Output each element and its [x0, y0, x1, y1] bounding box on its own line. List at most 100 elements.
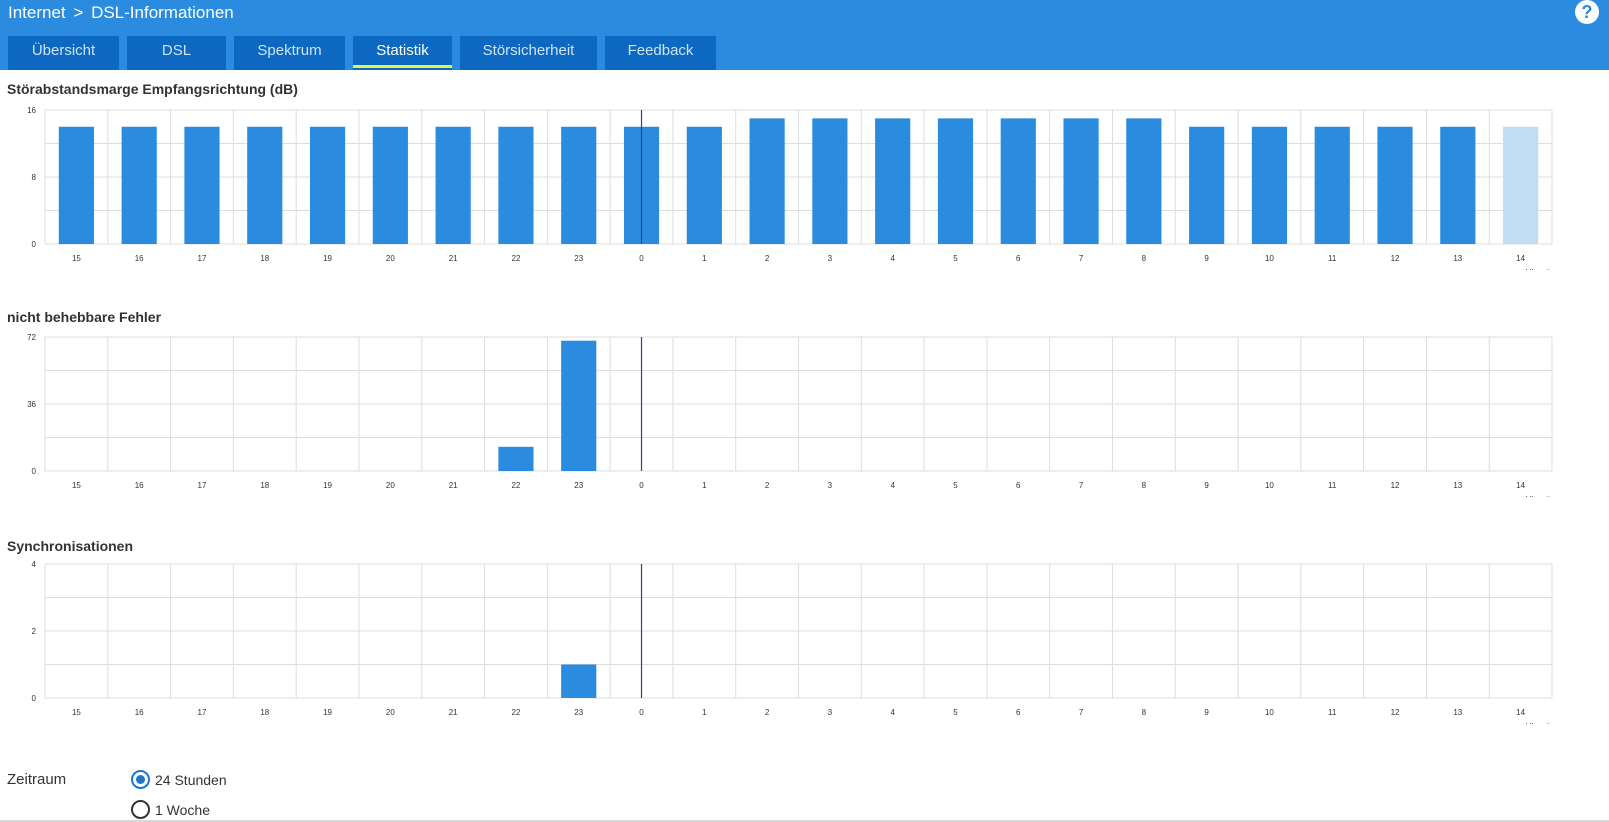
bar-23 [561, 340, 597, 471]
bar-22 [498, 446, 534, 471]
bar-17 [184, 126, 220, 244]
bar-1 [686, 126, 722, 244]
x-tick-label: 5 [953, 708, 958, 717]
x-tick-label: 4 [890, 481, 895, 490]
x-tick-label: 17 [198, 254, 207, 263]
x-tick-label: 15 [72, 481, 81, 490]
y-tick-label: 72 [27, 333, 36, 342]
y-tick-label: 0 [32, 240, 37, 249]
y-tick-label: 8 [32, 173, 37, 182]
x-tick-label: 8 [1142, 481, 1147, 490]
x-tick-label: 23 [574, 708, 583, 717]
x-tick-label: 20 [386, 481, 395, 490]
breadcrumb: Internet > DSL-Informationen [8, 3, 234, 23]
x-tick-label: 21 [449, 708, 458, 717]
radio-1-woche[interactable]: 1 Woche [131, 800, 210, 819]
x-axis-label: Uhrzeit [1526, 495, 1552, 497]
bar-22 [498, 126, 534, 244]
x-tick-label: 12 [1391, 481, 1400, 490]
x-tick-label: 20 [386, 708, 395, 717]
x-tick-label: 22 [511, 481, 520, 490]
bar-23 [561, 126, 597, 244]
x-tick-label: 16 [135, 254, 144, 263]
radio-circle-icon[interactable] [131, 770, 150, 789]
x-tick-label: 11 [1328, 254, 1337, 263]
x-tick-label: 13 [1453, 708, 1462, 717]
x-tick-label: 12 [1391, 708, 1400, 717]
x-tick-label: 12 [1391, 254, 1400, 263]
x-tick-label: 2 [765, 254, 770, 263]
breadcrumb-separator-icon: > [73, 3, 84, 22]
x-tick-label: 6 [1016, 708, 1021, 717]
x-tick-label: 13 [1453, 481, 1462, 490]
x-tick-label: 11 [1328, 481, 1337, 490]
tab-spektrum[interactable]: Spektrum [234, 36, 345, 70]
bar-8 [1126, 118, 1162, 244]
x-tick-label: 21 [449, 254, 458, 263]
x-tick-label: 0 [639, 481, 644, 490]
tab-dsl[interactable]: DSL [127, 36, 226, 70]
bar-7 [1063, 118, 1099, 244]
x-tick-label: 1 [702, 254, 707, 263]
x-tick-label: 17 [198, 481, 207, 490]
x-tick-label: 22 [511, 708, 520, 717]
bar-10 [1251, 126, 1288, 244]
chart-title-sync: Synchronisationen [7, 538, 134, 554]
bar-20 [372, 126, 408, 244]
radio-label[interactable]: 24 Stunden [155, 771, 227, 788]
x-tick-label: 11 [1328, 708, 1337, 717]
x-tick-label: 9 [1204, 481, 1209, 490]
radio-label[interactable]: 1 Woche [155, 801, 210, 818]
x-tick-label: 9 [1204, 708, 1209, 717]
x-tick-label: 2 [765, 481, 770, 490]
tab-uebersicht[interactable]: Übersicht [8, 36, 119, 70]
tab-stoersicherheit[interactable]: Störsicherheit [460, 36, 597, 70]
help-icon[interactable]: ? [1575, 0, 1599, 24]
x-tick-label: 14 [1516, 254, 1525, 263]
bar-11 [1314, 126, 1350, 244]
x-tick-label: 7 [1079, 481, 1084, 490]
x-tick-label: 6 [1016, 254, 1021, 263]
divider [0, 820, 1609, 822]
chart-errors: 0 36 72 15 16 17 18 19 20 21 22 23 0 1 2 3 4 5 6 7 8 9 10 11 12 1… [0, 331, 1609, 497]
x-tick-label: 10 [1265, 708, 1274, 717]
bar-9 [1189, 126, 1225, 244]
x-tick-label: 5 [953, 481, 958, 490]
x-tick-label: 19 [323, 481, 332, 490]
chart-snr: 0 8 16 15 16 17 18 19 20 21 22 23 0 1 2 3 4 5 6 7 8 9 10 11 12 13… [0, 104, 1609, 270]
x-tick-label: 3 [828, 708, 833, 717]
x-tick-label: 5 [953, 254, 958, 263]
breadcrumb-root[interactable]: Internet [8, 3, 66, 22]
x-tick-label: 7 [1079, 708, 1084, 717]
x-tick-label: 13 [1453, 254, 1462, 263]
tab-statistik[interactable]: Statistik [353, 36, 452, 70]
bar-2 [749, 118, 785, 244]
y-tick-label: 0 [32, 467, 37, 476]
x-tick-label: 1 [702, 481, 707, 490]
bar-14 [1503, 126, 1539, 244]
radio-24-stunden[interactable]: 24 Stunden [131, 770, 227, 789]
y-tick-label: 2 [32, 627, 37, 636]
x-axis-label: Uhrzeit [1526, 722, 1552, 724]
bar-12 [1377, 126, 1413, 244]
bar-5 [937, 118, 974, 244]
x-tick-label: 15 [72, 708, 81, 717]
chart-sync: 0 2 4 15 16 17 18 19 20 21 22 23 0 1 2 3 4 5 6 7 8 9 10 11 12 13 1… [0, 558, 1609, 724]
x-tick-label: 1 [702, 708, 707, 717]
x-tick-label: 3 [828, 254, 833, 263]
y-tick-label: 36 [27, 400, 36, 409]
bar-6 [1000, 118, 1036, 244]
bar-18 [247, 126, 283, 244]
x-tick-label: 21 [449, 481, 458, 490]
y-tick-label: 16 [27, 106, 36, 115]
x-tick-label: 10 [1265, 481, 1274, 490]
y-tick-label: 0 [32, 694, 37, 703]
x-tick-label: 8 [1142, 708, 1147, 717]
radio-circle-icon[interactable] [131, 800, 150, 819]
x-tick-label: 22 [511, 254, 520, 263]
x-tick-label: 14 [1516, 708, 1525, 717]
x-tick-label: 18 [260, 254, 269, 263]
bar-13 [1440, 126, 1476, 244]
tab-feedback[interactable]: Feedback [605, 36, 716, 70]
